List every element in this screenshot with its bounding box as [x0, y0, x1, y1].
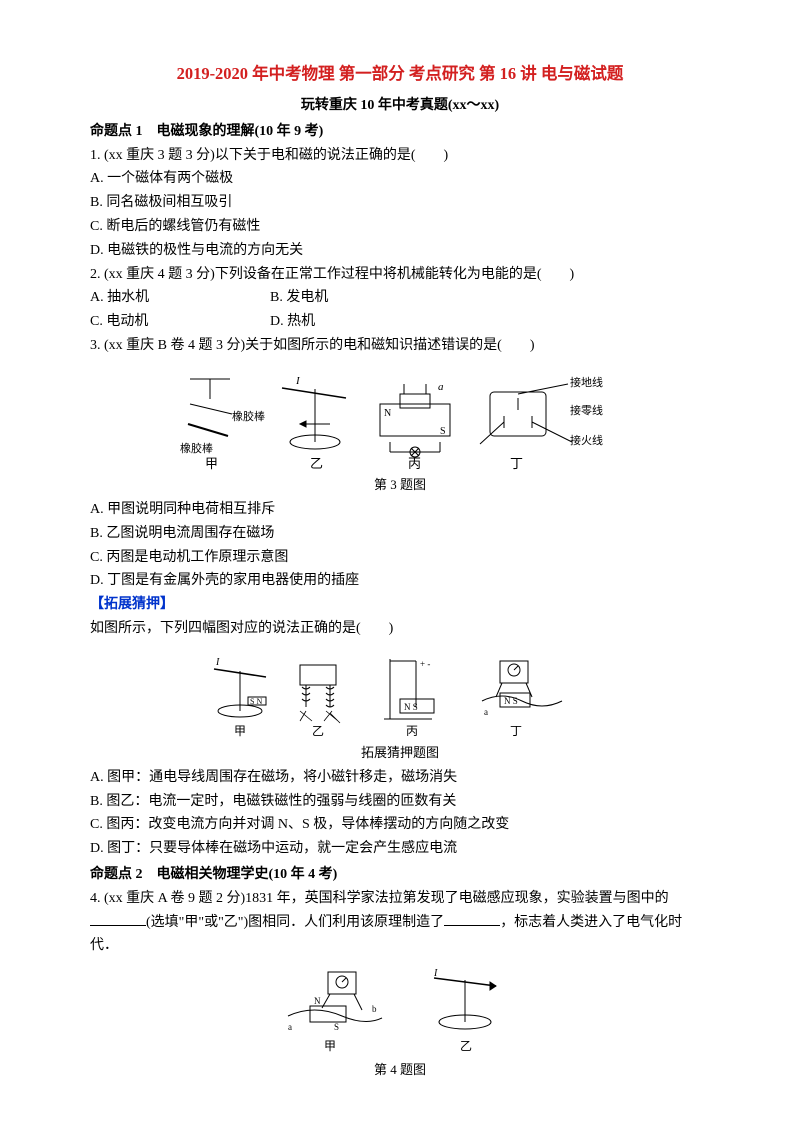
ext-diagram: S N I 甲 乙 N S + - 丙	[200, 647, 600, 742]
q3-stem: 3. (xx 重庆 B 卷 4 题 3 分)关于如图所示的电和磁知识描述错误的是…	[90, 334, 710, 358]
svg-text:丙: 丙	[406, 724, 418, 738]
q4-mid: (选填"甲"或"乙")图相同．人们利用该原理制造了	[146, 915, 444, 930]
svg-text:I: I	[433, 968, 438, 979]
q2-option-c: C. 电动机	[90, 310, 270, 334]
q2-option-a: A. 抽水机	[90, 286, 270, 310]
svg-text:N S: N S	[404, 702, 418, 712]
topic-1-heading: 命题点 1 电磁现象的理解(10 年 9 考)	[90, 120, 710, 144]
svg-text:接火线: 接火线	[570, 433, 603, 447]
q3-figure-label: 第 3 题图	[90, 474, 710, 496]
svg-text:甲: 甲	[205, 456, 218, 471]
extension-stem: 如图所示，下列四幅图对应的说法正确的是( )	[90, 617, 710, 641]
question-4: 4. (xx 重庆 A 卷 9 题 2 分)1831 年，英国科学家法拉第发现了…	[90, 887, 710, 958]
svg-text:a: a	[438, 381, 444, 393]
svg-text:甲: 甲	[324, 1039, 336, 1053]
svg-text:橡胶棒: 橡胶棒	[232, 409, 265, 423]
svg-text:橡胶棒: 橡胶棒	[180, 441, 213, 455]
ext-option-d: D. 图丁：只要导体棒在磁场中运动，就一定会产生感应电流	[90, 837, 710, 861]
svg-text:接零线: 接零线	[570, 403, 603, 417]
svg-text:丙: 丙	[408, 456, 421, 471]
svg-text:甲: 甲	[234, 724, 246, 738]
ext-option-c: C. 图丙：改变电流方向并对调 N、S 极，导体棒摆动的方向随之改变	[90, 813, 710, 837]
subtitle: 玩转重庆 10 年中考真题(xx～xx)	[90, 94, 710, 118]
svg-text:S: S	[334, 1022, 339, 1032]
svg-text:S: S	[440, 426, 446, 437]
q1-option-c: C. 断电后的螺线管仍有磁性	[90, 215, 710, 239]
svg-text:丁: 丁	[510, 724, 522, 738]
question-3: 3. (xx 重庆 B 卷 4 题 3 分)关于如图所示的电和磁知识描述错误的是…	[90, 334, 710, 358]
q3-option-d: D. 丁图是有金属外壳的家用电器使用的插座	[90, 569, 710, 593]
q4-figure-label: 第 4 题图	[90, 1059, 710, 1081]
svg-text:N S: N S	[504, 696, 518, 706]
question-2: 2. (xx 重庆 4 题 3 分)下列设备在正常工作过程中将机械能转化为电能的…	[90, 263, 710, 334]
q1-option-d: D. 电磁铁的极性与电流的方向无关	[90, 239, 710, 263]
q4-pre: 4. (xx 重庆 A 卷 9 题 2 分)1831 年，英国科学家法拉第发现了…	[90, 891, 669, 906]
svg-text:+ -: + -	[420, 659, 430, 669]
main-title: 2019-2020 年中考物理 第一部分 考点研究 第 16 讲 电与磁试题	[90, 60, 710, 88]
svg-text:I: I	[215, 657, 220, 668]
svg-text:N: N	[314, 996, 321, 1006]
svg-text:b: b	[372, 1004, 377, 1014]
q3-option-b: B. 乙图说明电流周围存在磁场	[90, 522, 710, 546]
q4-diagram: N S a b 甲 I 乙	[270, 964, 530, 1059]
figure-q3: 橡胶棒 橡胶棒 甲 I 乙 N S a 丙	[90, 364, 710, 496]
svg-text:乙: 乙	[312, 724, 324, 738]
svg-text:乙: 乙	[460, 1039, 472, 1053]
q1-option-b: B. 同名磁极间相互吸引	[90, 191, 710, 215]
q1-option-a: A. 一个磁体有两个磁极	[90, 167, 710, 191]
q3-option-c: C. 丙图是电动机工作原理示意图	[90, 546, 710, 570]
svg-text:S N: S N	[250, 697, 262, 706]
svg-text:接地线: 接地线	[570, 375, 603, 389]
topic-2-heading: 命题点 2 电磁相关物理学史(10 年 4 考)	[90, 863, 710, 887]
q3-diagram: 橡胶棒 橡胶棒 甲 I 乙 N S a 丙	[170, 364, 630, 474]
svg-text:a: a	[484, 707, 488, 717]
ext-figure-label: 拓展猜押题图	[90, 742, 710, 764]
figure-extension: S N I 甲 乙 N S + - 丙	[90, 647, 710, 764]
q4-blank-1	[90, 912, 146, 926]
q2-option-b: B. 发电机	[270, 286, 450, 310]
ext-option-b: B. 图乙：电流一定时，电磁铁磁性的强弱与线圈的匝数有关	[90, 790, 710, 814]
svg-text:I: I	[295, 375, 301, 387]
extension-label: 【拓展猜押】	[90, 593, 710, 617]
svg-text:丁: 丁	[510, 456, 523, 471]
q1-stem: 1. (xx 重庆 3 题 3 分)以下关于电和磁的说法正确的是( )	[90, 144, 710, 168]
q2-stem: 2. (xx 重庆 4 题 3 分)下列设备在正常工作过程中将机械能转化为电能的…	[90, 263, 710, 287]
svg-text:a: a	[288, 1022, 292, 1032]
ext-option-a: A. 图甲：通电导线周围存在磁场，将小磁针移走，磁场消失	[90, 766, 710, 790]
figure-q4: N S a b 甲 I 乙 第 4 题图	[90, 964, 710, 1081]
q3-option-a: A. 甲图说明同种电荷相互排斥	[90, 498, 710, 522]
svg-text:N: N	[384, 408, 391, 419]
q2-option-d: D. 热机	[270, 310, 450, 334]
question-1: 1. (xx 重庆 3 题 3 分)以下关于电和磁的说法正确的是( ) A. 一…	[90, 144, 710, 263]
q4-blank-2	[444, 912, 500, 926]
svg-text:乙: 乙	[310, 456, 323, 471]
